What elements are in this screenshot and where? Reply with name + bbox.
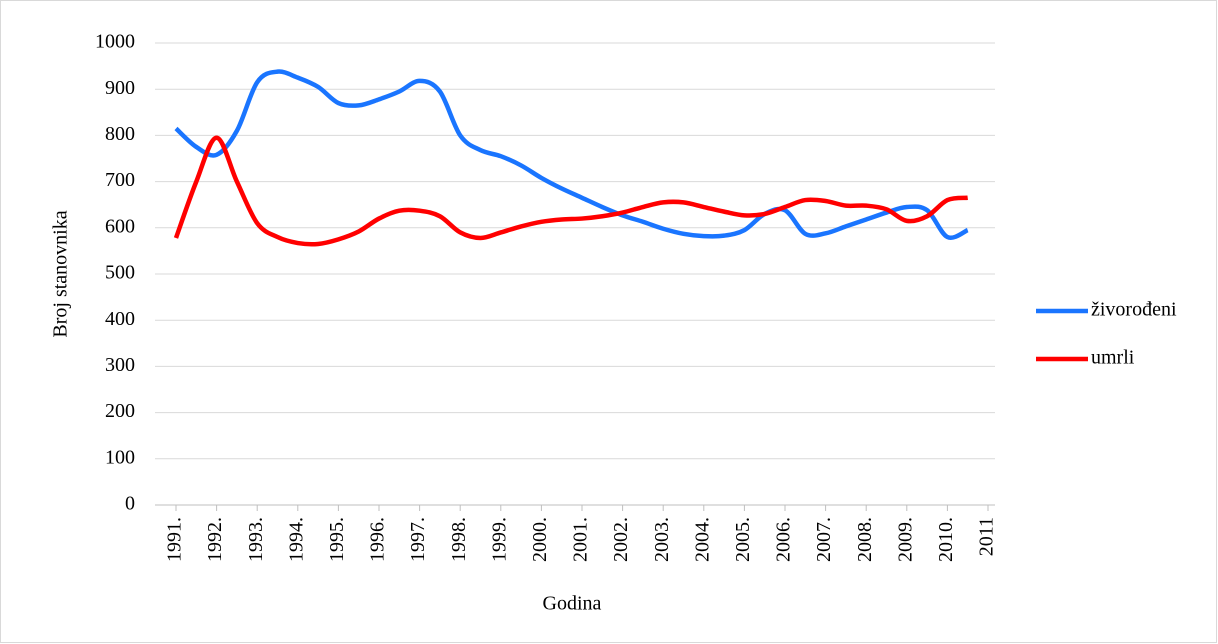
y-axis-title: Broj stanovnika xyxy=(50,210,72,337)
x-tick-label: 2008. xyxy=(854,517,876,562)
x-tick-label: 2005. xyxy=(732,517,754,562)
x-tick-label: 1999. xyxy=(488,517,510,562)
x-tick-label: 1997. xyxy=(407,517,429,562)
x-tick-label: 1995. xyxy=(326,517,348,562)
x-tick-label: 2001. xyxy=(570,517,592,562)
y-tick-label: 1000 xyxy=(95,31,135,53)
x-tick-label: 2002. xyxy=(610,517,632,562)
x-tick-label: 2000. xyxy=(529,517,551,562)
y-tick-label: 800 xyxy=(105,123,135,145)
x-tick-label: 1998. xyxy=(448,517,470,562)
x-tick-label: 1994. xyxy=(285,517,307,562)
line-series xyxy=(174,69,969,240)
x-tick-label: 2010. xyxy=(935,517,957,562)
x-tick-label: 1993. xyxy=(245,517,267,562)
x-axis-title: Godina xyxy=(543,593,602,615)
x-tick-label: 2009. xyxy=(894,517,916,562)
x-tick-label: 1996. xyxy=(367,517,389,562)
y-tick-label: 400 xyxy=(105,308,135,330)
y-tick-label: 100 xyxy=(105,446,135,468)
line-series xyxy=(173,135,968,247)
x-tick-label: 2011 xyxy=(976,517,998,556)
y-tick-label: 500 xyxy=(105,262,135,284)
x-tick-label: 2003. xyxy=(651,517,673,562)
legend-label: umrli xyxy=(1091,347,1135,369)
x-tick-label: 1991. xyxy=(164,517,186,562)
y-tick-label: 700 xyxy=(105,169,135,191)
x-tick-label: 2006. xyxy=(773,517,795,562)
x-tick-label: 2004. xyxy=(691,517,713,562)
y-tick-label: 900 xyxy=(105,77,135,99)
x-tick-label: 1992. xyxy=(204,517,226,562)
y-tick-label: 0 xyxy=(125,493,135,515)
y-tick-label: 200 xyxy=(105,400,135,422)
y-tick-label: 300 xyxy=(105,354,135,376)
legend-label: živorođeni xyxy=(1091,299,1177,321)
x-tick-label: 2007. xyxy=(813,517,835,562)
y-tick-label: 600 xyxy=(105,215,135,237)
